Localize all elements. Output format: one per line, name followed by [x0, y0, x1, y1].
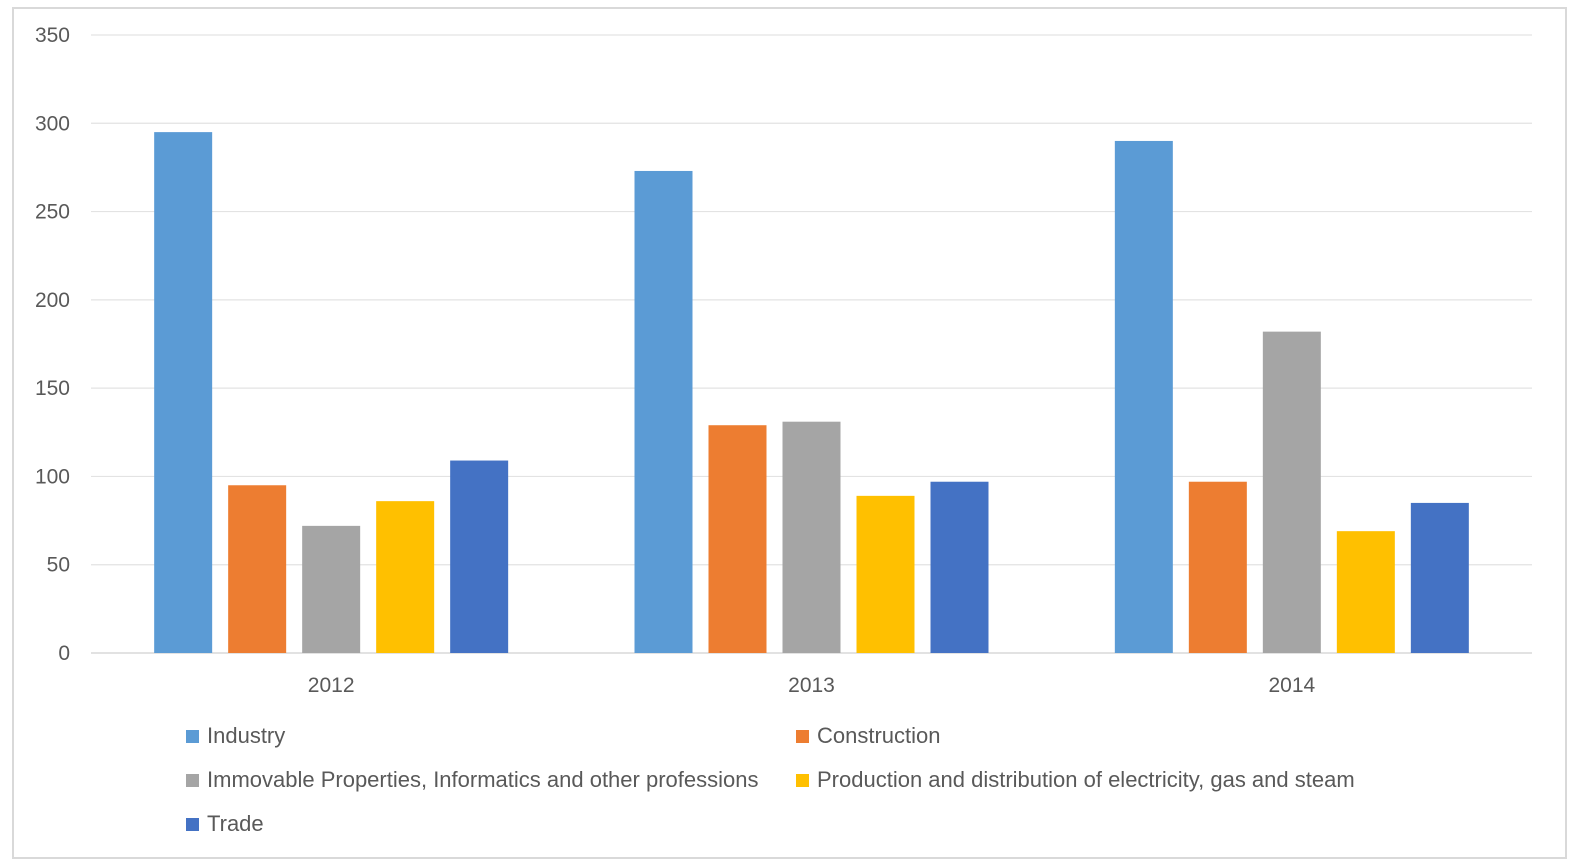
bar-2014-0 [1114, 140, 1173, 653]
bar-2014-4 [1410, 502, 1469, 653]
bar-2014-3 [1336, 531, 1395, 653]
bar-2013-2 [782, 421, 841, 653]
y-tick-label: 250 [35, 201, 70, 224]
y-axis-ticks: 0 50 100 150 200 250 300 350 [35, 24, 70, 665]
bar-2012-1 [228, 485, 287, 653]
bar-2013-0 [634, 170, 693, 653]
bar-2012-0 [154, 132, 213, 654]
y-tick-label: 0 [58, 642, 70, 665]
y-tick-label: 350 [35, 24, 70, 47]
bar-2013-3 [856, 495, 915, 653]
x-tick-label: 2014 [1268, 674, 1315, 697]
y-tick-label: 150 [35, 377, 70, 400]
bar-2012-3 [376, 501, 435, 653]
y-tick-label: 300 [35, 112, 70, 135]
x-tick-label: 2012 [308, 674, 355, 697]
y-tick-label: 200 [35, 289, 70, 312]
y-tick-label: 50 [47, 554, 70, 577]
bar-2012-4 [450, 460, 509, 653]
x-tick-label: 2013 [788, 674, 835, 697]
bar-2013-4 [930, 481, 989, 653]
bar-2012-2 [302, 525, 361, 653]
bar-2014-1 [1188, 481, 1247, 653]
bars [154, 132, 1469, 654]
x-axis-ticks: 2012 2013 2014 [308, 674, 1316, 697]
bar-2014-2 [1262, 331, 1321, 653]
bar-2013-1 [708, 425, 767, 653]
y-tick-label: 100 [35, 465, 70, 488]
